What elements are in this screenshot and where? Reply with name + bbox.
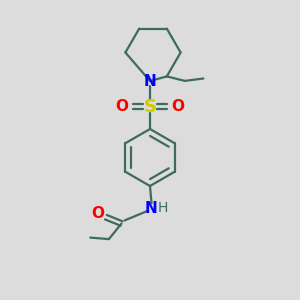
Text: O: O — [116, 99, 129, 114]
Text: H: H — [158, 202, 168, 215]
Text: N: N — [145, 201, 158, 216]
Text: O: O — [91, 206, 104, 221]
Text: N: N — [144, 74, 156, 88]
Text: S: S — [143, 98, 157, 116]
Text: O: O — [171, 99, 184, 114]
